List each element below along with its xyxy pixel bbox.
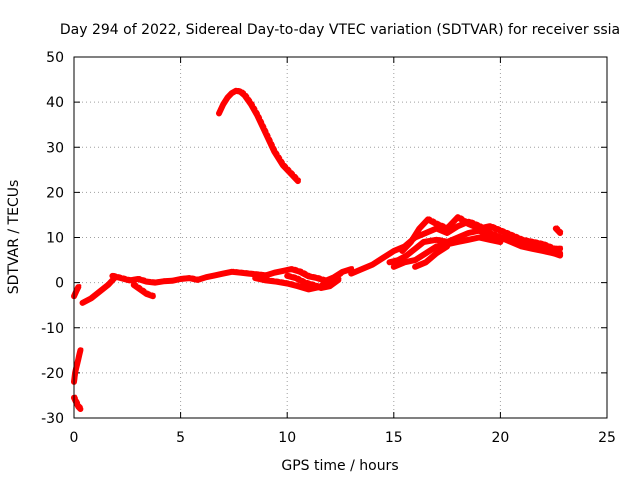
y-tick-label: 10	[46, 231, 64, 247]
y-tick-label: 30	[46, 140, 64, 156]
series-markers-seg-l	[402, 214, 564, 251]
series-markers-seg-c	[74, 394, 84, 409]
y-tick-label: -20	[41, 366, 64, 382]
x-tick-label: 15	[385, 430, 403, 446]
x-tick-label: 25	[598, 430, 616, 446]
y-tick-label: 40	[46, 95, 64, 111]
tick-labels: 0 5 10 15 20 25 -30 -20 -10 0 10 20 30 40 50	[41, 50, 616, 446]
x-tick-label: 10	[278, 430, 296, 446]
series-markers-seg-e	[112, 266, 355, 283]
series-line-seg-c	[71, 394, 84, 412]
y-tick-label: -10	[41, 321, 64, 337]
series-markers-seg-d	[82, 275, 118, 303]
x-tick-label: 5	[176, 430, 185, 446]
x-axis-label: GPS time / hours	[281, 458, 398, 474]
series-markers-seg-h	[287, 272, 342, 288]
series-line-seg-h	[284, 272, 342, 291]
y-tick-label: 50	[46, 50, 64, 66]
series-markers-seg-i	[219, 87, 301, 182]
plot-frame	[73, 56, 608, 419]
series-markers-seg-a	[74, 284, 82, 297]
series-group	[71, 87, 564, 412]
y-tick-label: 20	[46, 185, 64, 201]
chart-title: Day 294 of 2022, Sidereal Day-to-day VTE…	[60, 22, 620, 38]
x-tick-label: 0	[70, 430, 79, 446]
series-line-seg-o	[552, 225, 564, 236]
y-tick-label: 0	[55, 276, 64, 292]
series-markers-seg-g	[255, 270, 344, 290]
series-markers-seg-n	[415, 243, 451, 267]
series-markers-seg-o	[555, 225, 564, 233]
y-axis-label: SDTVAR / TECUs	[6, 180, 22, 295]
series-line-seg-f	[130, 281, 156, 300]
series-markers-seg-m	[393, 234, 504, 267]
x-tick-label: 20	[491, 430, 509, 446]
series-markers-seg-f	[133, 281, 156, 297]
series-markers-seg-b	[74, 347, 84, 382]
y-tick-label: -30	[41, 411, 64, 427]
series-markers-seg-k	[389, 227, 564, 263]
